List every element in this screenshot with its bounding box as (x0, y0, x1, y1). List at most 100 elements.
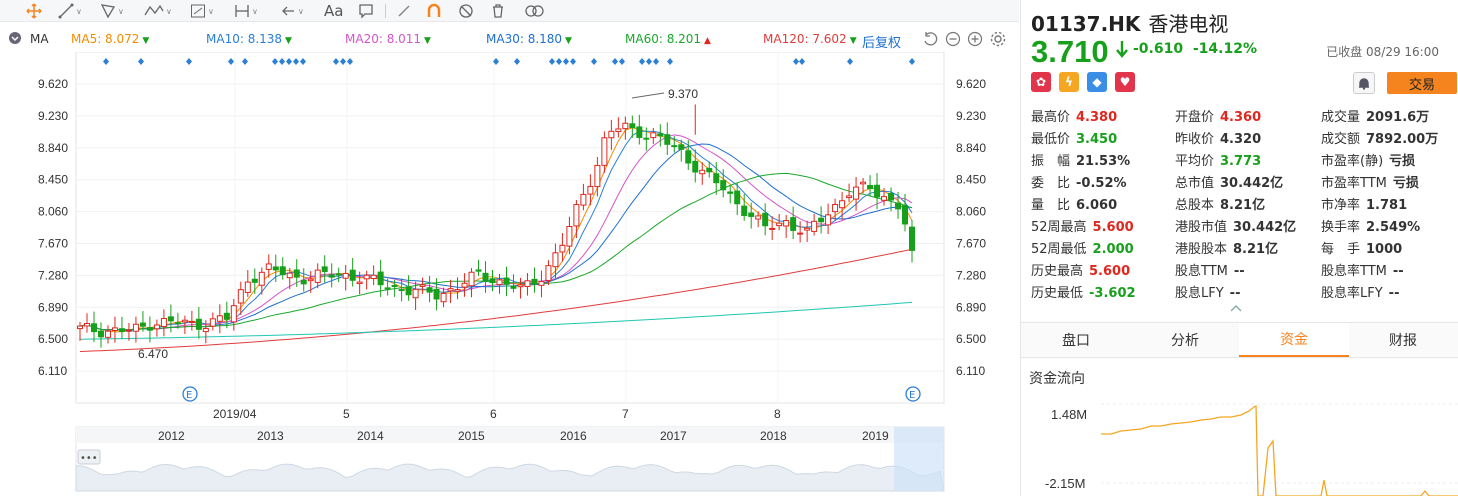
line-tool-icon[interactable]: ∨ (58, 2, 82, 20)
bell-icon[interactable] (1353, 72, 1375, 94)
y-tick-left: 7.280 (38, 268, 68, 282)
candle (566, 216, 573, 255)
settings-icon[interactable] (990, 31, 1006, 50)
stat-label: 市净率 (1321, 198, 1361, 213)
zoom-out-icon[interactable] (945, 31, 961, 50)
ma-indicator-bar: MA MA5: 8.072 ▼ MA10: 8.138 ▼ MA20: 8.011 ▼… (0, 30, 1019, 51)
stat-item: 港股股本 8.21亿 (1175, 238, 1278, 257)
stat-label: 量 比 (1031, 198, 1071, 213)
stat-label: 股息率TTM (1321, 264, 1387, 279)
event-marker-right[interactable]: E (905, 386, 921, 402)
heart-icon[interactable]: ♥ (1115, 72, 1135, 92)
stat-value: -- (1392, 264, 1404, 279)
text-tool-icon[interactable]: Aa (324, 2, 344, 20)
signal-marker (612, 58, 618, 65)
candle (517, 277, 524, 299)
y-tick-left: 8.840 (38, 141, 68, 155)
zoom-in-icon[interactable] (967, 31, 983, 50)
ma20-value: MA20: 8.011 ▼ (345, 32, 431, 46)
candle (258, 267, 265, 295)
stock-header: 01137.HK 香港电视 (1031, 8, 1228, 37)
stat-label: 历史最低 (1031, 286, 1084, 301)
overview-window[interactable] (894, 427, 944, 491)
candle (461, 273, 468, 297)
price-row: 3.710 -0.610 -14.12% 已收盘 08/29 16:00 (1031, 34, 1451, 69)
back-arrow-icon[interactable]: ∨ (280, 2, 304, 20)
ruler-icon[interactable]: ∨ (190, 2, 214, 20)
candle (909, 220, 915, 263)
chart-panel: ∨ ∨ ∨ ∨ ∨ ∨ Aa (0, 2, 1019, 496)
candle (650, 127, 657, 145)
candle (874, 173, 881, 210)
stat-item: 历史最低 -3.602 (1031, 282, 1136, 301)
candle (671, 136, 678, 153)
trash-icon[interactable] (490, 2, 506, 20)
candles (77, 104, 915, 348)
hk-flower-icon[interactable]: ✿ (1031, 72, 1051, 92)
trade-button[interactable]: 交易 (1387, 72, 1457, 94)
overview-year: 2017 (660, 429, 687, 443)
stat-item: 股息率LFY -- (1321, 282, 1399, 301)
stat-value: 21.53% (1076, 154, 1131, 169)
magnet-icon[interactable] (426, 2, 442, 20)
lightning-icon[interactable]: ϟ (1059, 72, 1079, 92)
pen-tool-icon[interactable]: ∨ (100, 2, 124, 20)
comment-icon[interactable] (358, 2, 374, 20)
candle (300, 268, 307, 292)
ma-collapse-icon[interactable] (8, 31, 22, 48)
candle (748, 202, 755, 229)
stat-value: 4.380 (1076, 110, 1118, 125)
candlestick-chart[interactable]: 9.620 9.620 9.230 9.230 8.840 8.840 8.450 8.450… (0, 52, 1019, 496)
wave-tool-icon[interactable]: ∨ (144, 2, 172, 20)
y-tick-right: 9.620 (956, 77, 986, 91)
tag-icon[interactable]: ◆ (1087, 72, 1107, 92)
overview-navigator[interactable]: 2012 2013 2014 2015 2016 2017 2018 2019 ••• (75, 426, 945, 492)
eye-off-icon[interactable] (458, 2, 474, 20)
signal-marker (340, 58, 346, 65)
signal-marker (242, 58, 248, 65)
y-tick-left: 9.620 (38, 77, 68, 91)
y-tick-left: 9.230 (38, 109, 68, 123)
stat-label: 换手率 (1321, 220, 1361, 235)
candle (356, 271, 363, 295)
svg-text:E: E (186, 390, 192, 401)
tab-capital[interactable]: 资金 (1239, 323, 1349, 357)
candle (77, 322, 83, 341)
event-marker-left[interactable]: E (182, 386, 198, 402)
ma-line (79, 134, 913, 331)
move-icon[interactable] (26, 2, 42, 20)
candle (699, 162, 706, 185)
svg-text:E: E (909, 390, 915, 401)
stat-item: 最高价 4.380 (1031, 106, 1117, 125)
y-tick-left: 8.060 (38, 205, 68, 219)
y-tick-right: 7.280 (956, 268, 986, 282)
stat-item: 成交额 7892.00万 (1321, 128, 1438, 147)
link-icon[interactable] (524, 2, 546, 20)
tab-analysis[interactable]: 分析 (1171, 333, 1199, 349)
pencil-icon[interactable] (396, 2, 412, 20)
signal-marker (667, 58, 673, 65)
ma120-value: MA120: 7.602 ▼ (763, 32, 857, 46)
tab-pankou[interactable]: 盘口 (1062, 333, 1090, 349)
ma-line (79, 172, 913, 331)
ma-line (79, 301, 913, 340)
candle (83, 313, 90, 333)
chevron-up-icon[interactable] (1229, 302, 1243, 316)
candle (251, 268, 258, 295)
capital-flow-chart[interactable]: 1.48M -2.15M (1021, 396, 1458, 496)
tab-financials[interactable]: 财报 (1389, 333, 1417, 349)
signal-marker (186, 58, 192, 65)
signal-marker (347, 58, 353, 65)
y-axis: 9.620 9.620 9.230 9.230 8.840 8.840 8.450 8.450… (38, 77, 986, 378)
stat-item: 港股市值 30.442亿 (1175, 216, 1296, 235)
candle (377, 259, 384, 297)
candle (727, 185, 734, 204)
stat-label: 开盘价 (1175, 110, 1215, 125)
last-price: 3.710 (1031, 34, 1109, 69)
y-tick-left: 6.500 (38, 332, 68, 346)
overview-drag-handle[interactable] (77, 449, 101, 465)
undo-icon[interactable] (922, 31, 938, 50)
ma10-value: MA10: 8.138 ▼ (206, 32, 292, 46)
adjust-mode-link[interactable]: 后复权 (862, 36, 902, 51)
measure-icon[interactable]: ∨ (235, 5, 258, 17)
